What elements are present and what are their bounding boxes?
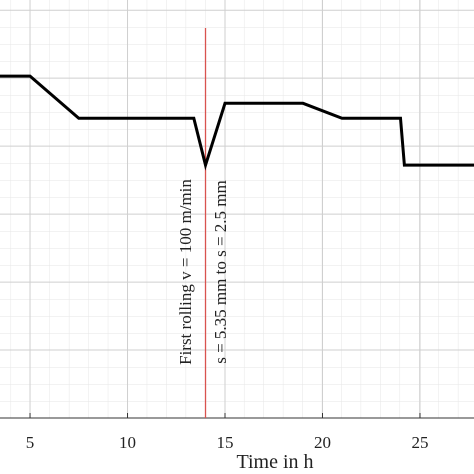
x-tick-label: 25 — [411, 433, 428, 452]
x-tick-label: 15 — [217, 433, 234, 452]
x-axis-label: Time in h — [236, 451, 313, 473]
x-tick-label: 5 — [26, 433, 35, 452]
x-tick-label: 20 — [314, 433, 331, 452]
data-line — [0, 74, 474, 171]
x-tick-label: 10 — [119, 433, 136, 452]
minor-grid — [0, 0, 474, 418]
plot: 5 10 15 20 25 — [0, 0, 474, 452]
annotation: s = 5.35 mm to s = 2.5 mm — [211, 180, 230, 364]
annotation: First rolling v = 100 m/min — [176, 179, 195, 365]
